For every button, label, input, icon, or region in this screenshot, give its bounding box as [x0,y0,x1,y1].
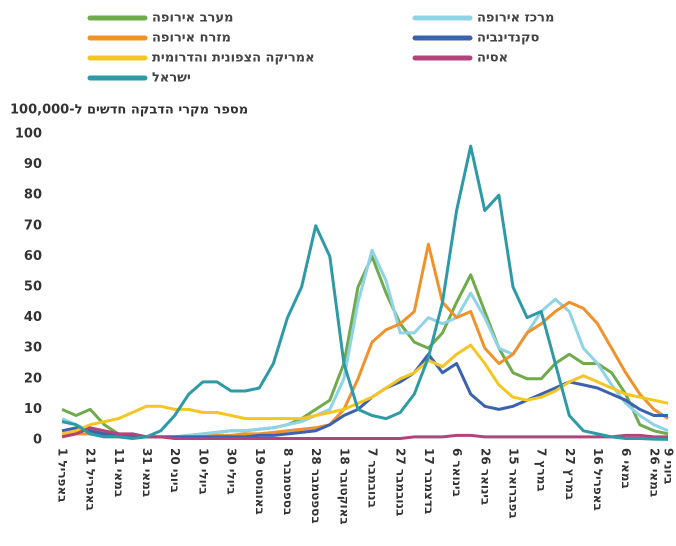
y-tick-label: 70 [24,218,42,233]
x-tick-label: 7 בנובמבר [366,448,380,508]
x-tick-label: 27 במרץ [563,448,577,500]
x-tick-label: 6 במאי [619,448,633,489]
x-tick-label: 6 בינואר [450,448,464,497]
series-line [61,426,668,440]
legend-label: מזרח אירופה [152,31,231,46]
x-tick-label: 31 במאי [140,448,154,497]
y-tick-label: 50 [24,280,42,295]
x-tick-label: 18 באוקטובר [337,448,351,525]
x-tick-label: 8 בספטמבר [281,448,295,515]
y-tick-label: 20 [24,371,42,386]
series-line [61,254,669,439]
x-tick-label: 19 באוגוסט [253,448,267,515]
x-tick-label: 28 בספטמבר [309,448,323,524]
x-tick-label: 21 באפריל [84,448,98,511]
x-tick-label: 26 במאי [647,448,661,497]
x-tick-label: 1 באפריל [56,448,70,503]
x-tick-label: 9 ביוני [662,448,676,484]
y-tick-label: 30 [24,341,42,356]
x-tick-label: 17 בדצמבר [422,448,436,514]
legend-label: מערב אירופה [152,11,233,26]
legend-label: סקנדינביה [477,31,540,46]
x-tick-label: 27 בנובמבר [394,448,408,516]
y-tick-label: 100 [15,127,42,142]
series-line [61,343,669,436]
y-tick-label: 10 [24,402,42,417]
x-tick-label: 15 בפברואר [506,448,520,519]
legend-label: מרכז אירופה [477,11,554,26]
x-tick-label: 20 ביוני [168,448,182,493]
legend-label: אסיה [477,51,508,66]
y-tick-label: 60 [24,249,42,264]
series-line [61,144,669,441]
y-tick-label: 0 [33,433,42,448]
legend-label: ישראל [152,71,191,86]
legend-label: אמריקה הצפונית והדרומית [152,51,315,66]
y-tick-label: 40 [24,310,42,325]
x-tick-label: 30 ביולי [225,448,239,495]
y-tick-label: 90 [24,157,42,172]
x-tick-label: 10 ביולי [196,448,210,495]
x-tick-label: 7 במרץ [535,448,549,492]
y-axis-title: מספר מקרי הדבקה חדשים ל-100,000 [10,103,248,118]
series-line [61,248,669,439]
x-tick-label: 16 באפריל [591,448,605,511]
x-tick-label: 26 בינואר [478,448,492,505]
x-tick-label: 11 במאי [112,448,126,497]
y-tick-label: 80 [24,188,42,203]
